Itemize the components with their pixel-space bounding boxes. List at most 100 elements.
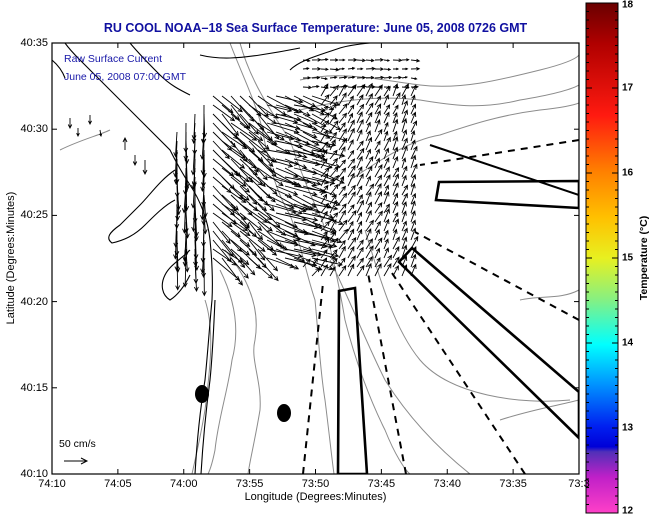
current-vector	[311, 203, 339, 211]
annotation-raw-surface-current: Raw Surface Current	[64, 53, 163, 65]
current-vector	[193, 257, 199, 292]
current-vector	[356, 140, 364, 151]
current-vector	[383, 147, 390, 160]
current-vector	[383, 247, 389, 259]
current-vector	[374, 140, 381, 151]
current-vector	[284, 176, 312, 184]
current-vector	[320, 158, 328, 169]
current-vector	[401, 157, 407, 169]
current-vector	[329, 257, 338, 268]
current-vector	[329, 131, 338, 142]
current-vector	[356, 155, 363, 169]
current-vector	[221, 230, 243, 253]
current-vector	[182, 257, 188, 288]
current-vector	[365, 148, 371, 160]
current-vector	[374, 174, 382, 187]
current-vector	[338, 203, 347, 214]
current-vector	[374, 191, 382, 205]
current-vector	[338, 128, 347, 142]
current-vector	[383, 263, 392, 277]
current-vector	[347, 95, 354, 106]
current-vector	[401, 58, 410, 62]
current-vector	[221, 95, 243, 113]
current-vector	[401, 244, 408, 259]
current-vector	[365, 183, 375, 196]
current-vector	[347, 172, 355, 187]
current-vector	[311, 67, 322, 71]
current-vector	[329, 84, 340, 97]
current-vector	[347, 66, 356, 70]
current-vector	[293, 176, 322, 186]
current-vector	[338, 159, 347, 169]
y-tick-label: 40:30	[20, 123, 48, 136]
current-vector	[329, 95, 338, 106]
current-vector	[302, 76, 312, 80]
current-vector	[320, 141, 329, 151]
current-vector	[401, 227, 408, 241]
current-vector	[302, 85, 313, 90]
current-vector	[410, 103, 417, 115]
current-vector	[356, 239, 364, 250]
current-vector	[410, 94, 416, 106]
current-vector	[320, 57, 329, 62]
current-vector	[392, 112, 398, 124]
current-vector	[320, 220, 331, 232]
current-vector	[212, 212, 233, 228]
current-vector	[374, 164, 383, 178]
current-vector	[320, 94, 330, 106]
current-vector	[365, 238, 373, 250]
current-vector	[401, 67, 409, 71]
current-vector	[311, 257, 318, 268]
buoy-marker	[195, 385, 209, 403]
current-vector	[410, 210, 416, 223]
current-vector	[383, 208, 390, 223]
current-vector	[392, 67, 400, 71]
current-vector	[212, 221, 231, 245]
current-vector	[392, 75, 403, 80]
current-vector	[221, 140, 246, 159]
current-vector	[401, 201, 407, 214]
current-vector	[392, 92, 401, 106]
current-vector	[347, 255, 356, 268]
current-vector	[374, 220, 381, 232]
current-vector	[383, 174, 391, 187]
current-vector	[221, 176, 244, 200]
current-vector	[257, 167, 284, 187]
current-vector	[410, 253, 417, 268]
current-vector	[302, 67, 310, 70]
current-vector	[212, 158, 235, 177]
current-vector	[410, 84, 417, 97]
current-vector	[248, 221, 264, 241]
shipping-lane-lines	[302, 139, 579, 474]
x-tick-label: 74:05	[104, 478, 132, 490]
current-vector	[212, 257, 241, 281]
current-vector	[266, 257, 295, 269]
current-vector	[329, 266, 336, 277]
current-vector	[311, 267, 321, 277]
y-tick-label: 40:10	[20, 468, 48, 480]
x-tick-label: 74:10	[38, 478, 66, 490]
current-vector	[392, 218, 399, 232]
current-vector	[338, 265, 347, 277]
current-vector	[401, 100, 408, 115]
current-vector	[338, 175, 345, 187]
current-vector	[347, 164, 356, 178]
current-vector	[365, 219, 374, 232]
current-vector	[401, 137, 408, 151]
current-vector	[275, 257, 300, 270]
current-vector	[320, 83, 329, 97]
colorbar-tick-label: 15	[622, 252, 634, 264]
current-vector	[266, 212, 299, 228]
current-vector	[329, 75, 338, 79]
current-vector	[383, 166, 390, 178]
current-vector	[329, 67, 340, 72]
x-tick-label: 73:45	[367, 478, 396, 490]
current-vector	[356, 185, 363, 196]
current-vector	[320, 149, 328, 160]
current-vector	[392, 256, 400, 268]
current-vector	[329, 194, 337, 205]
current-vector	[329, 230, 337, 241]
current-vector	[410, 154, 417, 169]
current-vector	[347, 246, 355, 259]
current-vector	[383, 121, 389, 133]
